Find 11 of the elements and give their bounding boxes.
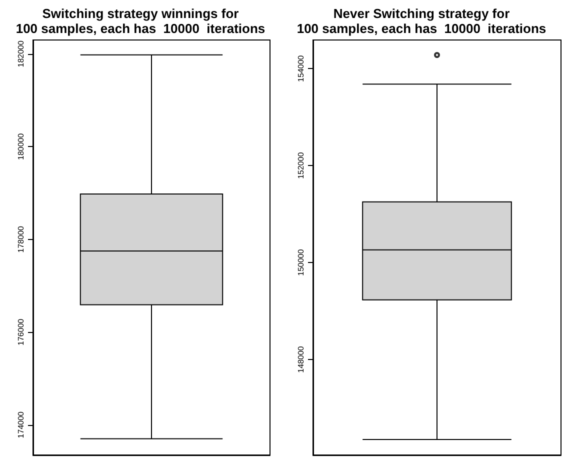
y-tick-label: 180000: [16, 132, 26, 160]
y-tick-label: 154000: [296, 54, 306, 82]
chart-title: Switching strategy winnings for 100 samples, each has 10000 iterations: [16, 6, 266, 36]
y-tick-label: 176000: [16, 318, 26, 346]
y-tick-label: 152000: [296, 152, 306, 179]
y-tick-label: 148000: [296, 346, 306, 373]
y-tick-label: 178000: [16, 225, 26, 253]
y-tick-label: 182000: [16, 40, 26, 68]
chart-title: Never Switching strategy for 100 samples, each has 10000 iterations: [296, 6, 546, 36]
y-tick-label: 174000: [16, 410, 26, 438]
y-tick-label: 150000: [296, 248, 306, 276]
